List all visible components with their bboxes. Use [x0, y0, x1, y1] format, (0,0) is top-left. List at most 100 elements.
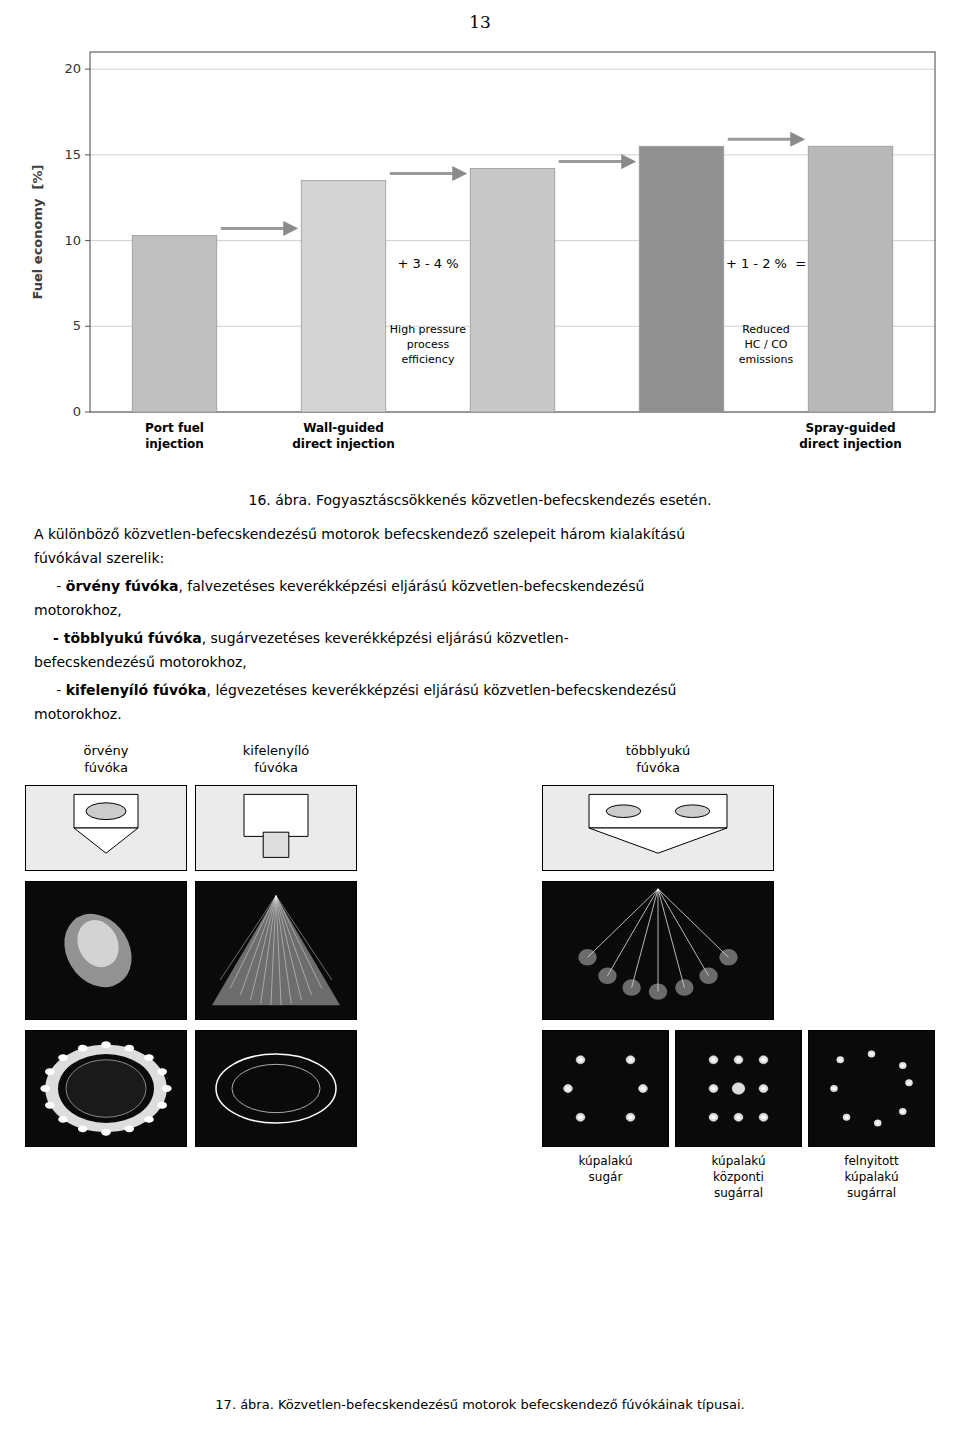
bar	[808, 146, 893, 412]
diagram-shape	[868, 1051, 875, 1057]
chart: 05101520Fuel economy [%]+ 3 - 4 %+ 1 - 2…	[0, 40, 960, 480]
bars	[132, 139, 893, 412]
y-tick-label: 0	[73, 404, 81, 419]
bullet: - többlyukú fúvóka, sugárvezetéses kever…	[53, 629, 569, 647]
diagram-shape	[124, 1045, 134, 1052]
diagram-shape	[576, 1056, 585, 1064]
diagram-shape	[45, 1102, 55, 1109]
diagram-shape	[212, 896, 340, 1006]
arrow	[390, 172, 465, 175]
diagram-shape	[588, 889, 658, 957]
y-tick	[85, 240, 90, 241]
diagram-shape	[832, 1087, 836, 1090]
diagram-shape	[45, 1045, 167, 1132]
diagram-shape	[626, 1113, 635, 1121]
bullet-cont: befecskendezésű motorokhoz,	[34, 653, 247, 671]
diagram-shape	[271, 896, 276, 1005]
arrow	[221, 227, 296, 230]
diagram-shape	[709, 1056, 718, 1064]
diagram-shape	[578, 949, 596, 965]
bullet: - örvény fúvóka, falvezetéses keverékkép…	[34, 577, 644, 595]
diagram-shape	[162, 1085, 172, 1092]
annotation-line: efficiency	[402, 353, 455, 366]
plot-frame	[90, 52, 935, 412]
y-tick-label: 10	[64, 233, 81, 248]
diagram-shape	[157, 1102, 167, 1109]
diagram-shape	[839, 1058, 843, 1061]
bullet-text: , légvezetéses keverékképzési eljárású k…	[207, 682, 677, 698]
diagram-shape	[45, 1068, 55, 1075]
diagram-shape	[874, 1120, 881, 1126]
diagram-shape	[564, 1084, 573, 1092]
cross-section	[196, 1031, 356, 1146]
y-tick	[85, 69, 90, 70]
diagram-shape	[658, 889, 684, 988]
diagram-shape	[711, 1115, 715, 1119]
diagram-shape	[658, 889, 728, 957]
diagram-shape	[263, 832, 289, 857]
diagram-shape	[124, 1125, 134, 1132]
diagram-shape	[240, 896, 276, 995]
bar	[639, 146, 724, 412]
diagram-shape	[276, 896, 301, 1000]
diagram-shape	[719, 949, 737, 965]
diagram-shape	[641, 1086, 645, 1090]
annotation: ReducedHC / COemissions	[739, 323, 794, 366]
paragraph-line: fúvókával szerelik:	[34, 549, 164, 567]
diagram-shape	[232, 1064, 320, 1112]
annotation-line: HC / CO	[745, 338, 788, 351]
diagram-shape	[907, 1081, 911, 1084]
diagram-shape	[578, 1115, 582, 1119]
diagram-shape	[759, 1113, 768, 1121]
diagram-shape	[58, 1054, 154, 1123]
diagram-shape	[606, 805, 641, 818]
diagram-shape	[66, 1060, 146, 1118]
caption: 16. ábra. Fogyasztáscsökkenés közvetlen-…	[0, 492, 960, 508]
diagram-shape	[761, 1115, 765, 1119]
diagram-shape	[578, 1058, 582, 1062]
y-tick-label: 20	[64, 61, 81, 76]
nozzle-label: örvény fúvóka	[6, 742, 206, 776]
diagram-shape	[40, 1085, 50, 1092]
bullet-bold: örvény fúvóka	[66, 578, 179, 594]
nozzle-schematic	[543, 786, 773, 870]
diagram-shape	[675, 979, 693, 995]
x-tick-label-line: Spray-guided	[805, 421, 895, 435]
y-axis-label: Fuel economy [%]	[30, 165, 45, 300]
arrow	[559, 160, 634, 163]
diagram-shape	[157, 1068, 167, 1075]
y-tick	[85, 326, 90, 327]
diagram-shape	[598, 968, 616, 984]
diagram-shape	[649, 983, 667, 999]
arrow	[728, 138, 803, 141]
y-tick-label: 5	[73, 318, 81, 333]
diagram-shape	[899, 1108, 906, 1114]
diagram-shape	[216, 1054, 336, 1123]
diagram-shape	[58, 1054, 68, 1061]
bullet-bold: - többlyukú fúvóka	[53, 630, 202, 646]
cross-section-label: kúpalakú sugár	[536, 1153, 676, 1185]
x-tick-label-line: direct injection	[292, 437, 394, 451]
diagram-shape	[78, 1045, 88, 1052]
diagram-shape	[632, 889, 658, 988]
diagram-shape	[845, 1116, 849, 1119]
nozzle-schematic	[26, 786, 186, 870]
diagram-shape	[732, 1083, 745, 1095]
x-tick-label-line: Port fuel	[145, 421, 204, 435]
nozzle-label: kifelenyíló fúvóka	[176, 742, 376, 776]
diagram-shape	[734, 1113, 743, 1121]
bullet-text: , sugárvezetéses keverékképzési eljárású…	[202, 630, 569, 646]
annotation: + 3 - 4 %	[397, 256, 458, 271]
diagram-shape	[658, 889, 659, 992]
annotation-line: Reduced	[742, 323, 790, 336]
diagram-shape	[86, 803, 126, 820]
diagram-shape	[736, 1058, 740, 1062]
diagram-shape	[58, 1116, 68, 1123]
annotation-line: process	[407, 338, 450, 351]
diagram-shape	[566, 1086, 570, 1090]
nozzle-label: többlyukú fúvóka	[558, 742, 758, 776]
diagram-shape	[626, 1056, 635, 1064]
diagram-shape	[709, 1113, 718, 1121]
bullet-bold: kifelenyíló fúvóka	[66, 682, 207, 698]
diagram-shape	[101, 1129, 111, 1136]
